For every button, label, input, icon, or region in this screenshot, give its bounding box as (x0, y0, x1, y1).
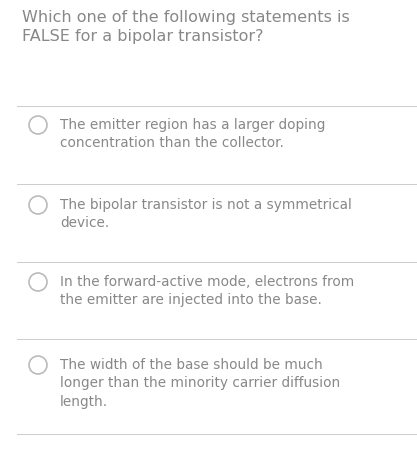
Text: The bipolar transistor is not a symmetrical
device.: The bipolar transistor is not a symmetri… (60, 197, 352, 230)
Text: Which one of the following statements is
FALSE for a bipolar transistor?: Which one of the following statements is… (22, 10, 350, 44)
Text: The width of the base should be much
longer than the minority carrier diffusion
: The width of the base should be much lon… (60, 357, 340, 408)
Text: In the forward-active mode, electrons from
the emitter are injected into the bas: In the forward-active mode, electrons fr… (60, 274, 354, 307)
Text: The emitter region has a larger doping
concentration than the collector.: The emitter region has a larger doping c… (60, 118, 325, 150)
